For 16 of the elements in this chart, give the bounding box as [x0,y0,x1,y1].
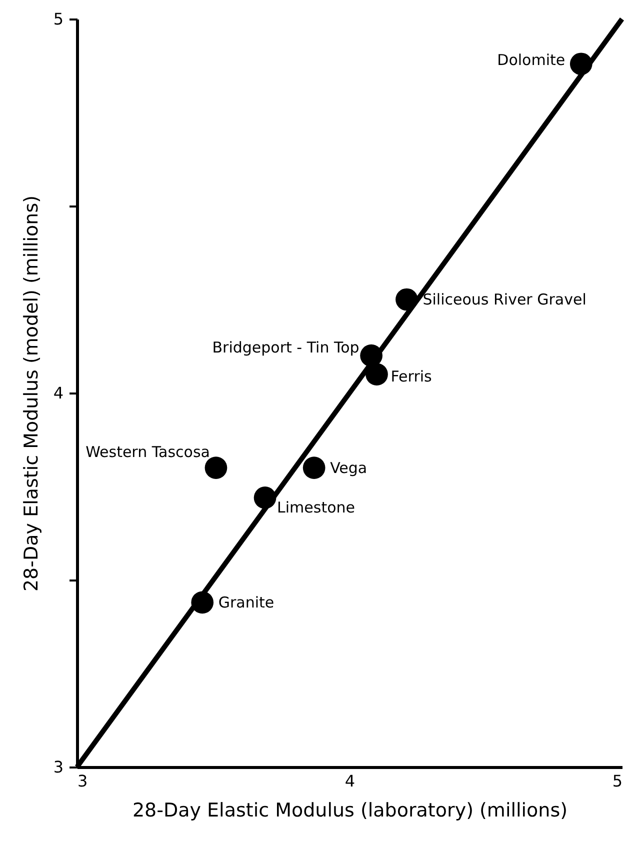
annotation: Western Tascosa [86,442,210,461]
annotation: Granite [218,593,274,612]
y-tick-label: 5 [53,10,64,28]
x-tick-label: 5 [612,772,622,790]
y-axis-title: 28-Day Elastic Modulus (model) (millions) [20,195,42,592]
x-tick-label: 3 [78,772,88,790]
y-tick-label: 3 [53,758,64,776]
annotation: Limestone [277,498,356,517]
annotation: Vega [330,458,368,477]
x-tick-label: 4 [344,772,356,790]
annotation: Bridgeport - Tin Top [212,338,360,357]
y-tick-label: 4 [53,384,64,402]
x-axis-title: 28-Day Elastic Modulus (laboratory) (millions) [132,800,568,822]
annotation: Ferris [390,367,432,386]
annotation: Siliceous River Gravel [422,290,586,308]
annotation: Dolomite [497,50,566,69]
